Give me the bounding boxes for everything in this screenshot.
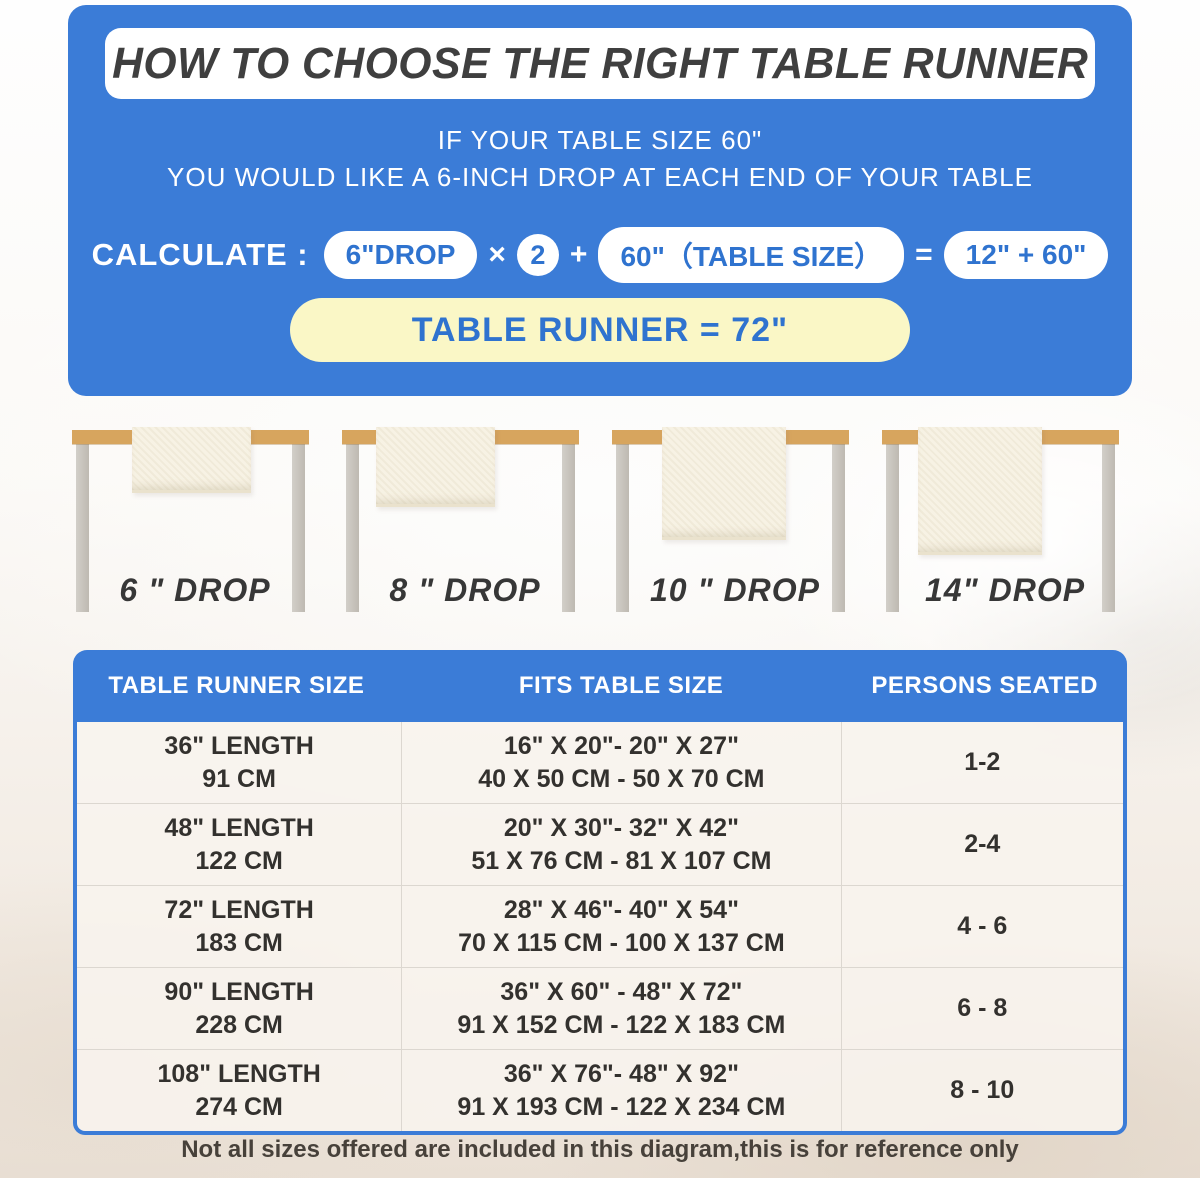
- equals-sign: =: [915, 238, 933, 271]
- size-inches: 72" LENGTH: [164, 896, 314, 924]
- fits-cm: 70 X 115 CM - 100 X 137 CM: [458, 928, 785, 957]
- persons-cell: 8 - 10: [840, 1050, 1123, 1131]
- size-cm: 183 CM: [195, 928, 283, 957]
- table-leg-right: [292, 444, 305, 612]
- size-inches: 36" LENGTH: [164, 732, 314, 760]
- table-leg-left: [76, 444, 89, 612]
- plus-sign: +: [569, 238, 588, 271]
- fits-inches: 20" X 30"- 32" X 42": [503, 814, 739, 842]
- table-runner-illustration: [376, 427, 495, 507]
- multiplier-circle: 2: [516, 234, 559, 276]
- runner-size-cell: 48" LENGTH 122 CM: [77, 804, 401, 885]
- page-title: HOW TO CHOOSE THE RIGHT TABLE RUNNER: [111, 38, 1089, 88]
- table-leg-left: [886, 444, 899, 612]
- runner-result-pill: TABLE RUNNER = 72": [290, 298, 910, 362]
- reference-footnote: Not all sizes offered are included in th…: [181, 1136, 1019, 1163]
- table-leg-left: [616, 444, 629, 612]
- fits-size-cell: 16" X 20"- 20" X 27" 40 X 50 CM - 50 X 7…: [401, 722, 840, 803]
- drop-example-6: 6 " DROP: [60, 427, 330, 630]
- table-size-pill: 60"（TABLE SIZE）: [598, 227, 905, 283]
- runner-size-cell: 90" LENGTH 228 CM: [77, 968, 401, 1049]
- fits-size-cell: 36" X 60" - 48" X 72" 91 X 152 CM - 122 …: [401, 968, 840, 1049]
- runner-size-cell: 72" LENGTH 183 CM: [77, 886, 401, 967]
- fits-cm: 91 X 193 CM - 122 X 234 CM: [457, 1092, 786, 1121]
- column-header-runner-size: TABLE RUNNER SIZE: [108, 672, 365, 699]
- drop-label: 6 " DROP: [119, 572, 271, 608]
- table-leg-right: [832, 444, 845, 612]
- drop-label: 10 " DROP: [650, 572, 820, 608]
- table-leg-right: [1102, 444, 1115, 612]
- table-body: 36" LENGTH 91 CM 16" X 20"- 20" X 27" 40…: [73, 722, 1127, 1135]
- drop-value-pill: 6"DROP: [323, 231, 478, 279]
- table-leg-right: [562, 444, 575, 612]
- size-inches: 90" LENGTH: [164, 978, 314, 1006]
- fits-size-cell: 20" X 30"- 32" X 42" 51 X 76 CM - 81 X 1…: [401, 804, 840, 885]
- drop-illustrations: 6 " DROP 8 " DROP 10 " DROP 14" DROP: [60, 427, 1140, 630]
- fits-size-cell: 28" X 46"- 40" X 54" 70 X 115 CM - 100 X…: [401, 886, 840, 967]
- title-box: HOW TO CHOOSE THE RIGHT TABLE RUNNER: [105, 28, 1095, 99]
- fits-cm: 51 X 76 CM - 81 X 107 CM: [471, 846, 772, 875]
- subtitle-line-2: YOU WOULD LIKE A 6-INCH DROP AT EACH END…: [167, 162, 1033, 192]
- size-cm: 274 CM: [195, 1092, 283, 1121]
- persons-cell: 2-4: [840, 804, 1123, 885]
- table-header-row: TABLE RUNNER SIZE FITS TABLE SIZE PERSON…: [73, 650, 1127, 722]
- table-row: 36" LENGTH 91 CM 16" X 20"- 20" X 27" 40…: [77, 722, 1123, 803]
- sum-pill: 12" + 60": [943, 231, 1109, 279]
- size-cm: 91 CM: [202, 764, 276, 793]
- column-header-persons: PERSONS SEATED: [871, 672, 1098, 699]
- drop-label: 8 " DROP: [389, 572, 541, 608]
- subtitle-line-1: IF YOUR TABLE SIZE 60": [437, 125, 763, 155]
- fits-cm: 91 X 152 CM - 122 X 183 CM: [457, 1010, 786, 1039]
- instruction-panel: HOW TO CHOOSE THE RIGHT TABLE RUNNER IF …: [68, 5, 1132, 396]
- table-row: 108" LENGTH 274 CM 36" X 76"- 48" X 92" …: [77, 1049, 1123, 1131]
- drop-example-8: 8 " DROP: [330, 427, 600, 630]
- table-row: 90" LENGTH 228 CM 36" X 60" - 48" X 72" …: [77, 967, 1123, 1049]
- persons-cell: 6 - 8: [840, 968, 1123, 1049]
- runner-size-cell: 108" LENGTH 274 CM: [77, 1050, 401, 1131]
- table-runner-illustration: [132, 427, 251, 493]
- persons-cell: 4 - 6: [840, 886, 1123, 967]
- drop-example-14: 14" DROP: [870, 427, 1140, 630]
- table-runner-illustration: [662, 427, 786, 540]
- size-inches: 48" LENGTH: [164, 814, 314, 842]
- size-cm: 122 CM: [195, 846, 283, 875]
- column-header-fits-size: FITS TABLE SIZE: [518, 672, 724, 699]
- fits-cm: 40 X 50 CM - 50 X 70 CM: [478, 764, 765, 793]
- times-sign: ×: [488, 238, 506, 271]
- fits-size-cell: 36" X 76"- 48" X 92" 91 X 193 CM - 122 X…: [401, 1050, 840, 1131]
- calculation-row: CALCULATE : 6"DROP × 2 + 60"（TABLE SIZE）…: [68, 227, 1132, 283]
- persons-cell: 1-2: [840, 722, 1123, 803]
- size-inches: 108" LENGTH: [157, 1060, 321, 1088]
- table-runner-illustration: [918, 427, 1042, 555]
- fits-inches: 36" X 60" - 48" X 72": [500, 978, 743, 1006]
- size-reference-table: TABLE RUNNER SIZE FITS TABLE SIZE PERSON…: [73, 650, 1127, 1135]
- drop-label: 14" DROP: [924, 572, 1086, 608]
- table-row: 72" LENGTH 183 CM 28" X 46"- 40" X 54" 7…: [77, 885, 1123, 967]
- fits-inches: 16" X 20"- 20" X 27": [503, 732, 739, 760]
- fits-inches: 36" X 76"- 48" X 92": [503, 1060, 739, 1088]
- calculate-label: CALCULATE :: [91, 237, 309, 272]
- table-row: 48" LENGTH 122 CM 20" X 30"- 32" X 42" 5…: [77, 803, 1123, 885]
- drop-example-10: 10 " DROP: [600, 427, 870, 630]
- table-leg-left: [346, 444, 359, 612]
- fits-inches: 28" X 46"- 40" X 54": [503, 896, 739, 924]
- size-cm: 228 CM: [195, 1010, 283, 1039]
- runner-size-cell: 36" LENGTH 91 CM: [77, 722, 401, 803]
